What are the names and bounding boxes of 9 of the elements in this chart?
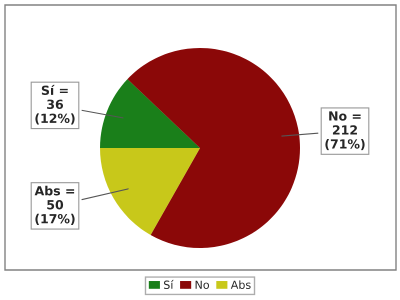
legend-label: Abs bbox=[230, 280, 251, 289]
pie-slice bbox=[127, 48, 300, 248]
legend-label: No bbox=[196, 280, 210, 289]
pie-slice bbox=[100, 79, 200, 148]
pie-slice bbox=[100, 148, 200, 235]
data-label: No = 212 (71%) bbox=[325, 111, 365, 150]
legend-label: Sí bbox=[164, 280, 174, 289]
data-label: Abs = 50 (17%) bbox=[34, 186, 75, 225]
data-label: Sí = 36 (12%) bbox=[35, 84, 75, 124]
